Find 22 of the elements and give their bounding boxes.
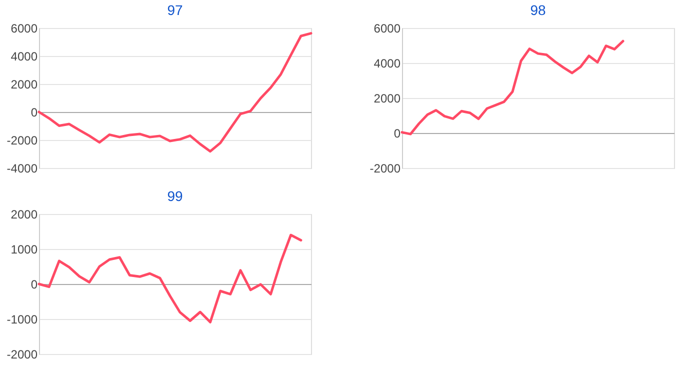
line-series [38,32,312,153]
chart-title: 99 [167,188,183,204]
y-tick-label: 4000 [374,56,401,70]
y-tick-label: -1000 [6,312,38,326]
y-tick-label: 0 [30,106,38,120]
chart-title: 97 [167,2,183,18]
y-tick-label: 4000 [10,50,38,64]
y-tick-label: 0 [394,126,401,140]
y-tick-label: 6000 [10,22,38,36]
y-tick-label: 2000 [10,208,38,222]
chart-title: 98 [530,2,546,18]
line-series [400,40,624,136]
y-tick-label: -2000 [6,348,38,362]
y-tick-label: 0 [30,278,38,292]
y-tick-label: 2000 [374,92,401,106]
y-tick-label: -4000 [6,162,38,176]
y-tick-label: 1000 [10,242,38,256]
y-tick-label: 6000 [374,22,401,36]
y-tick-label: 2000 [10,78,38,92]
y-tick-label: -2000 [6,134,38,148]
line-series [38,234,302,324]
y-tick-label: -2000 [370,162,401,176]
